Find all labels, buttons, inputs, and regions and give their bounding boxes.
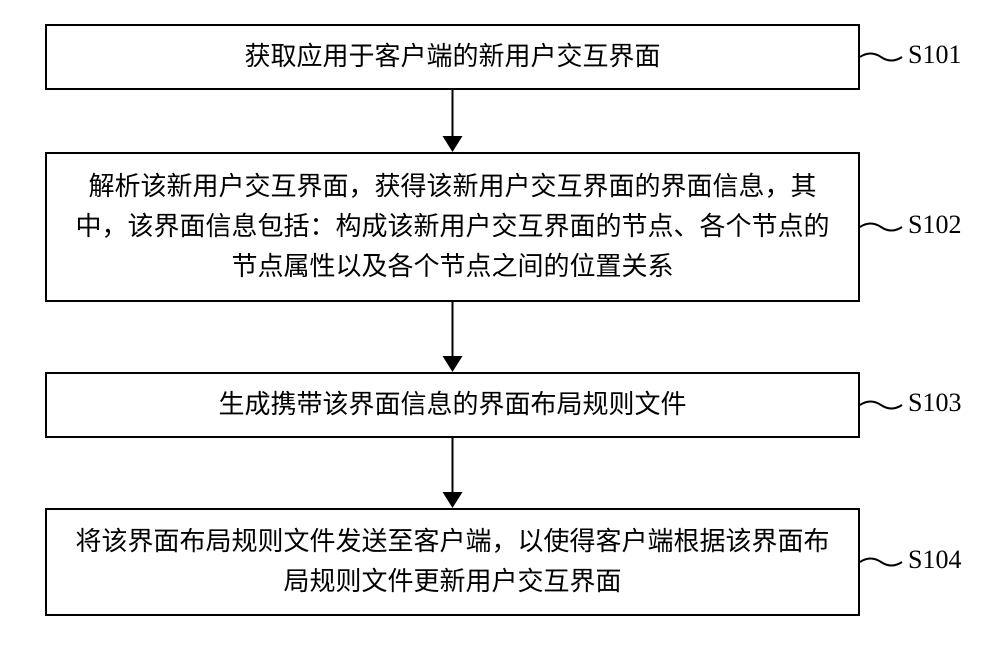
step-label-s102: S102 xyxy=(908,210,961,240)
step-s102: 解析该新用户交互界面，获得该新用户交互界面的界面信息，其中，该界面信息包括：构成… xyxy=(45,152,860,302)
step-text: 获取应用于客户端的新用户交互界面 xyxy=(244,37,660,77)
step-label-s104: S104 xyxy=(908,545,961,575)
step-s101: 获取应用于客户端的新用户交互界面 xyxy=(45,24,860,90)
step-label-s103: S103 xyxy=(908,388,961,418)
step-label-s101: S101 xyxy=(908,40,961,70)
step-s104: 将该界面布局规则文件发送至客户端，以使得客户端根据该界面布局规则文件更新用户交互… xyxy=(45,508,860,616)
flowchart-canvas: 获取应用于客户端的新用户交互界面 S101 解析该新用户交互界面，获得该新用户交互界… xyxy=(0,0,1000,646)
step-s103: 生成携带该界面信息的界面布局规则文件 xyxy=(45,372,860,438)
step-text: 生成携带该界面信息的界面布局规则文件 xyxy=(218,385,686,425)
step-text: 解析该新用户交互界面，获得该新用户交互界面的界面信息，其中，该界面信息包括：构成… xyxy=(67,167,838,288)
step-text: 将该界面布局规则文件发送至客户端，以使得客户端根据该界面布局规则文件更新用户交互… xyxy=(67,522,838,603)
